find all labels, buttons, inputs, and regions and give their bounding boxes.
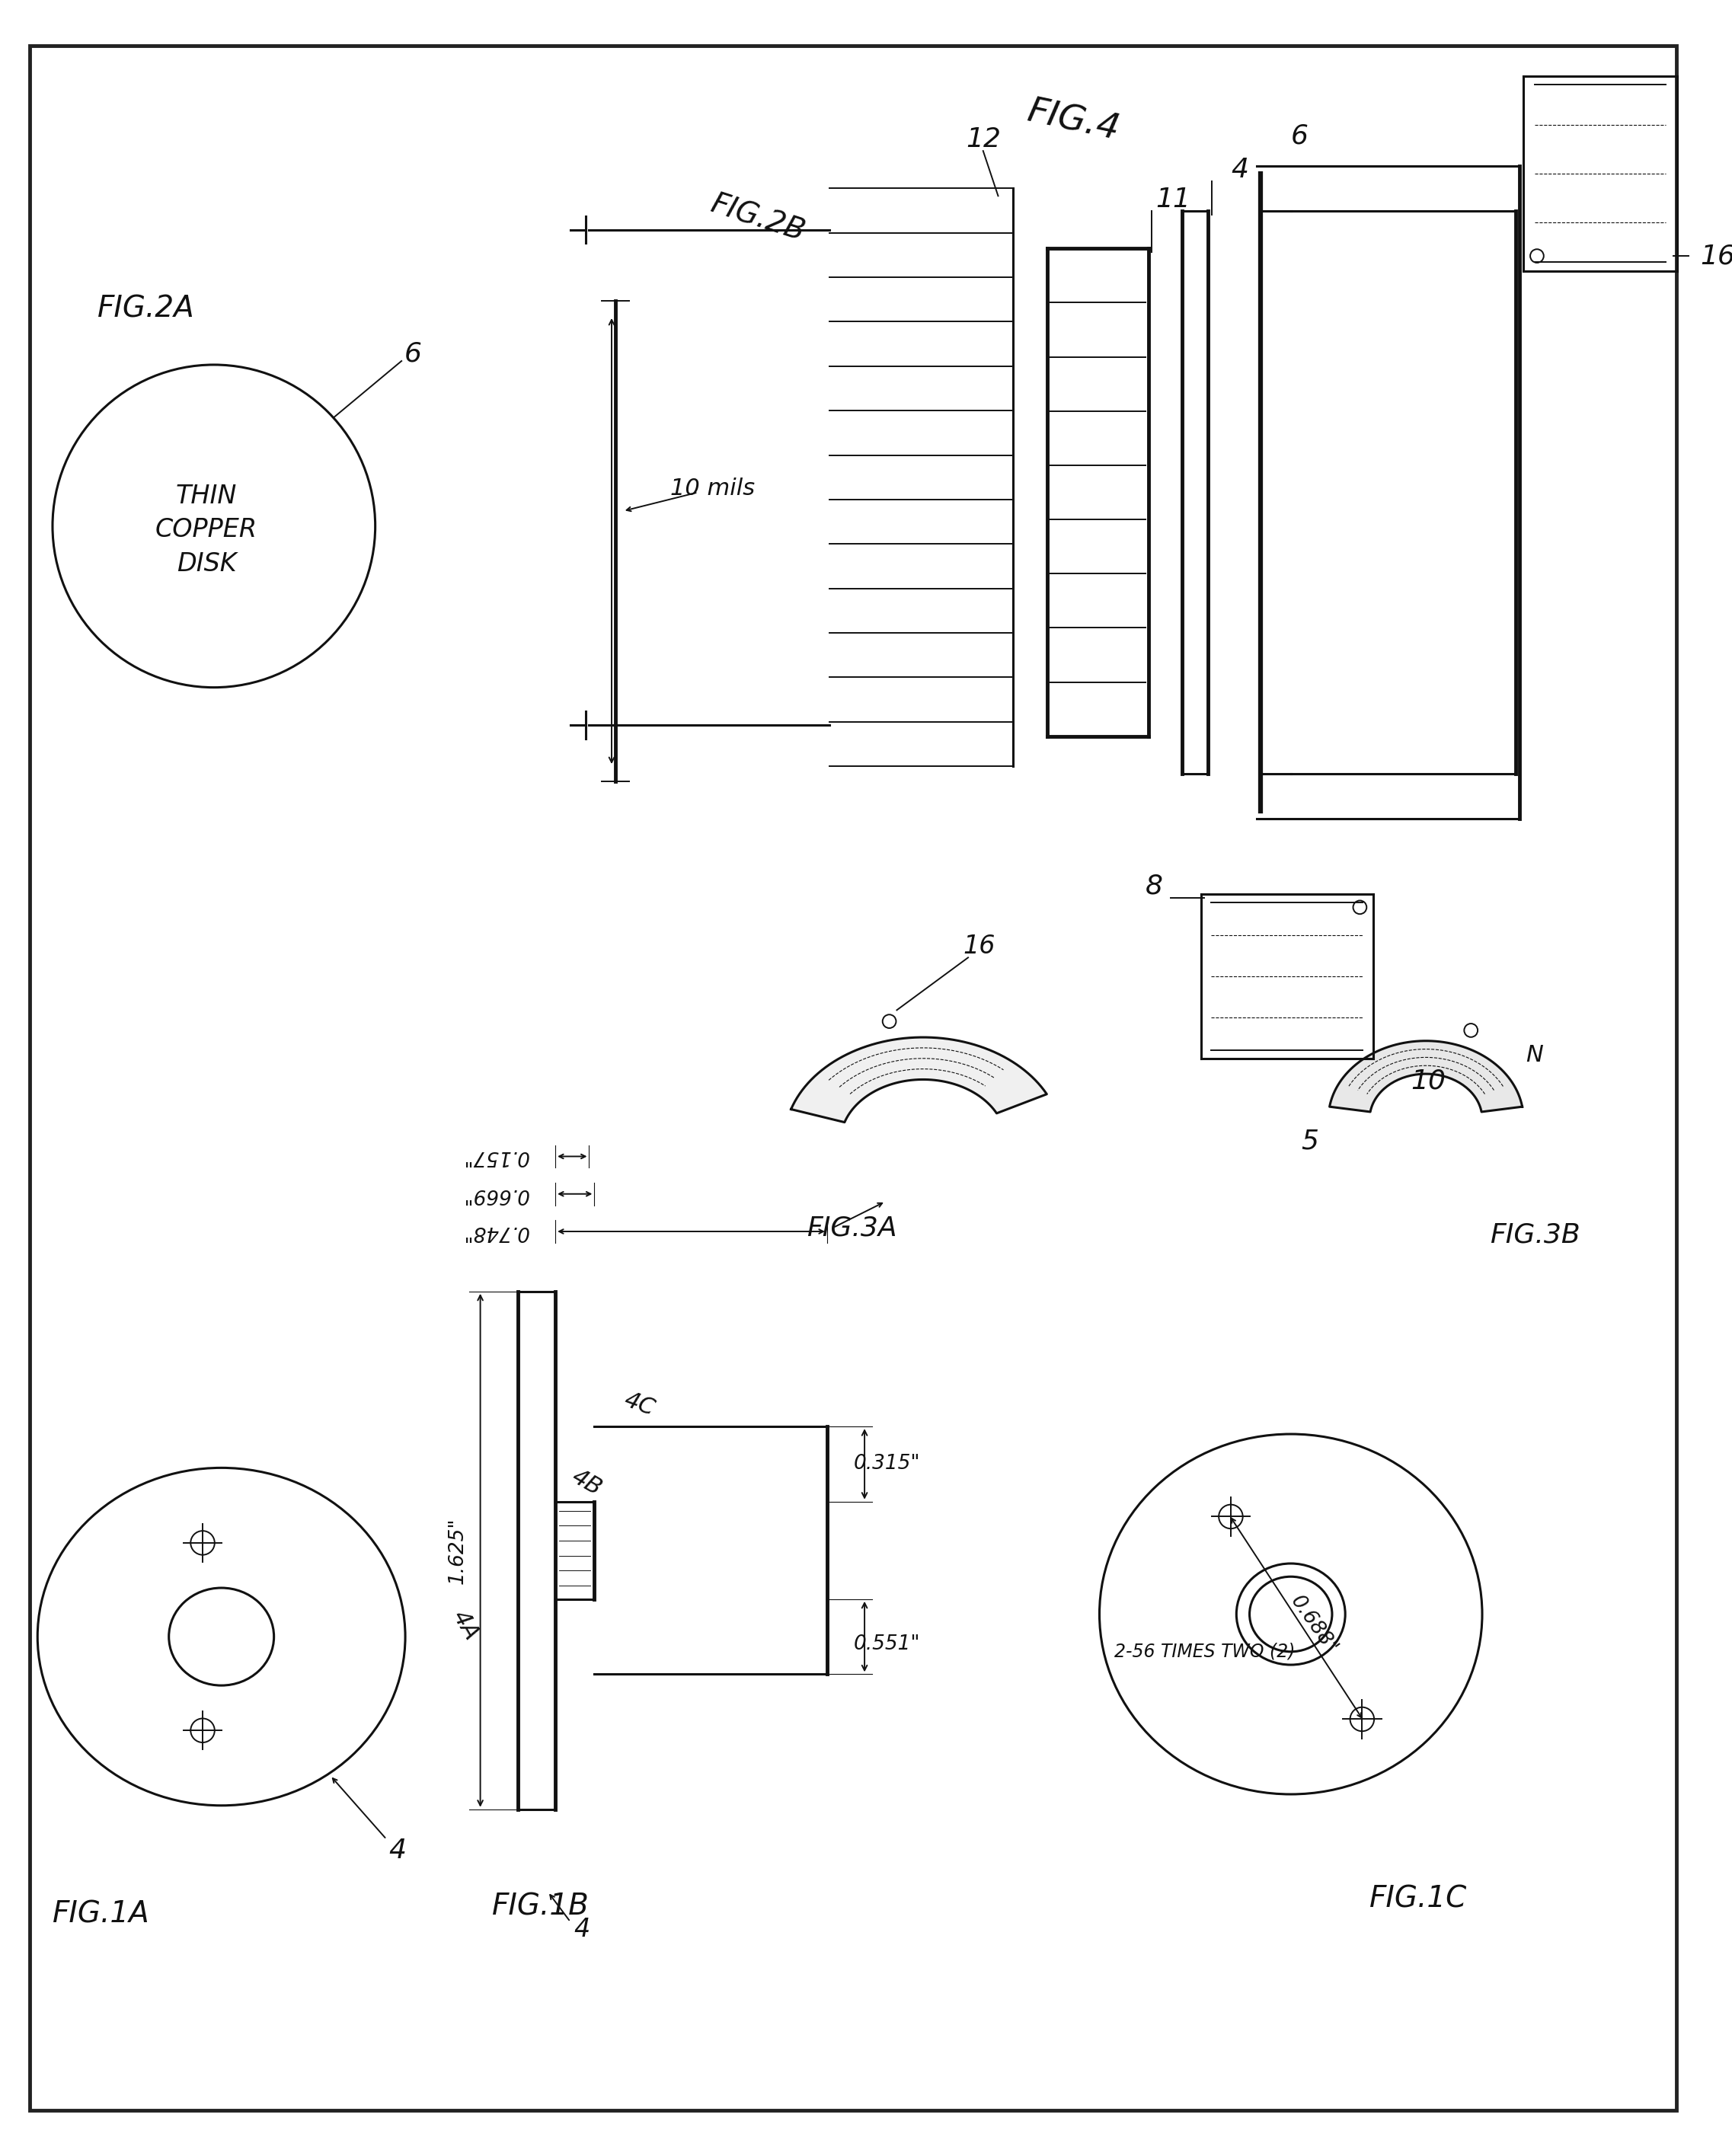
Text: 0.551": 0.551" [854,1634,920,1654]
Ellipse shape [1249,1576,1332,1651]
Text: 10 mils: 10 mils [670,476,755,500]
Text: THIN: THIN [175,483,237,509]
Text: 10: 10 [1412,1069,1446,1095]
Text: FIG.1B: FIG.1B [492,1893,589,1921]
Text: FIG.2A: FIG.2A [97,293,196,323]
Text: FIG.1C: FIG.1C [1370,1884,1467,1915]
Text: 5: 5 [1301,1128,1318,1153]
Text: FIG.2B: FIG.2B [707,190,809,248]
Text: FIG.1A: FIG.1A [52,1899,151,1930]
Text: 0.157": 0.157" [462,1147,528,1166]
Text: 0.669": 0.669" [462,1184,528,1203]
Text: 8: 8 [1145,873,1164,899]
Text: N: N [1526,1044,1543,1067]
Text: COPPER: COPPER [156,517,258,543]
Text: 0.688": 0.688" [1287,1593,1341,1658]
Text: DISK: DISK [177,552,236,576]
Text: 6: 6 [404,341,421,367]
Text: 6: 6 [1290,123,1308,149]
Text: 2-56 TIMES TWO (2): 2-56 TIMES TWO (2) [1114,1643,1296,1660]
Text: 11: 11 [1155,188,1192,213]
Text: 12: 12 [966,127,1001,153]
Text: 1.625": 1.625" [449,1518,468,1585]
Text: 4A: 4A [449,1606,483,1645]
Circle shape [1353,901,1367,914]
Circle shape [1529,250,1543,263]
Text: FIG.4: FIG.4 [1024,95,1122,147]
Text: 16: 16 [963,934,996,959]
Circle shape [883,1015,895,1028]
Text: 4B: 4B [568,1466,606,1501]
Circle shape [1464,1024,1477,1037]
Text: 16: 16 [1699,244,1732,270]
Text: FIG.3A: FIG.3A [807,1214,897,1240]
Polygon shape [1330,1041,1522,1112]
Text: 0.748": 0.748" [462,1222,528,1242]
Text: 0.315": 0.315" [854,1453,920,1475]
Polygon shape [792,1037,1046,1123]
Text: 4: 4 [390,1837,407,1863]
Text: FIG.3B: FIG.3B [1490,1222,1580,1248]
Text: 4: 4 [1231,157,1249,183]
Text: 4: 4 [573,1917,589,1943]
Text: 4C: 4C [622,1388,658,1419]
